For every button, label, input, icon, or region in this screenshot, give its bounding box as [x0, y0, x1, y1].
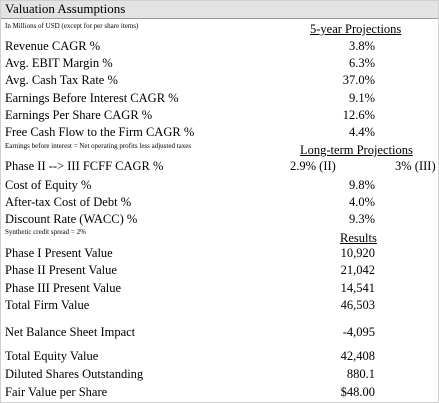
row-value: 2.9% (II)	[290, 159, 336, 173]
row-value: 42,408	[340, 349, 375, 363]
section-heading: Long-term Projections	[300, 143, 413, 157]
title: Valuation Assumptions	[5, 1, 126, 16]
row-label: Total Firm Value	[5, 298, 90, 312]
row-label: Phase III Present Value	[5, 281, 122, 295]
section-heading: 5-year Projections	[310, 22, 402, 36]
row-value: 37.0%	[342, 73, 375, 87]
row-value: 6.3%	[348, 56, 375, 70]
row-label: Phase II --> III FCFF CAGR %	[5, 159, 164, 173]
section-heading: Results	[340, 231, 377, 245]
units-note: In Millions of USD (except for per share…	[5, 22, 139, 30]
row-label: Phase I Present Value	[5, 246, 113, 260]
title-bar	[0, 0, 439, 19]
row-label: Fair Value per Share	[5, 385, 108, 399]
row-value: -4,095	[342, 325, 375, 339]
row-value: 12.6%	[342, 108, 375, 122]
row-value: 9.1%	[348, 91, 375, 105]
row-label: Net Balance Sheet Impact	[5, 325, 136, 339]
row-label: Revenue CAGR %	[5, 39, 101, 53]
row-value: $48.00	[340, 385, 375, 399]
row-label: Earnings Per Share CAGR %	[5, 108, 153, 122]
row-value: 9.3%	[348, 212, 375, 226]
row-label: Free Cash Flow to the Firm CAGR %	[5, 125, 195, 139]
row-label: Avg. EBIT Margin %	[5, 56, 113, 70]
row-value: 46,503	[340, 298, 375, 312]
row-value: 10,920	[340, 246, 375, 260]
row-label: Diluted Shares Outstanding	[5, 367, 144, 381]
footnote: Earnings before interest = Net operating…	[5, 142, 192, 150]
row-label: After-tax Cost of Debt %	[5, 195, 132, 209]
row-value: 3% (III)	[395, 159, 436, 173]
row-value: 4.0%	[348, 195, 375, 209]
row-value: 880.1	[346, 367, 375, 381]
row-label: Earnings Before Interest CAGR %	[5, 91, 179, 105]
row-label: Phase II Present Value	[5, 263, 117, 277]
row-label: Total Equity Value	[5, 349, 99, 363]
row-value: 14,541	[340, 281, 375, 295]
row-label: Avg. Cash Tax Rate %	[5, 73, 118, 87]
row-label: Cost of Equity %	[5, 178, 92, 192]
row-value: 9.8%	[348, 178, 375, 192]
row-value: 3.8%	[348, 39, 375, 53]
row-label: Discount Rate (WACC) %	[5, 212, 138, 226]
footnote: Synthetic credit spread = 2%	[5, 228, 86, 236]
row-value: 21,042	[340, 263, 375, 277]
row-value: 4.4%	[348, 125, 375, 139]
